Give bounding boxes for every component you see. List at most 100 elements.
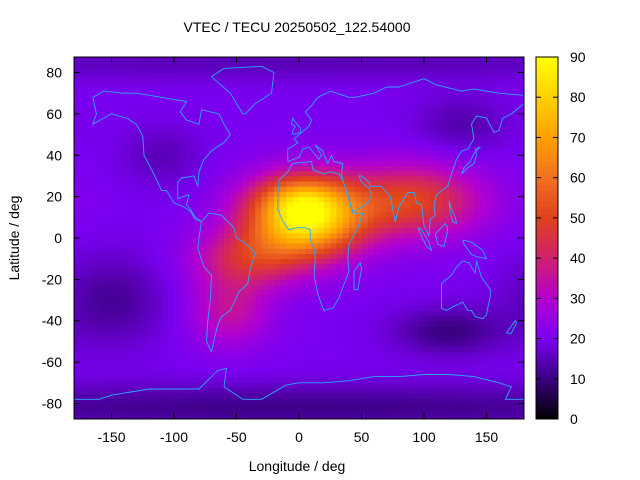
heatmap-cell: [436, 310, 444, 316]
heatmap-cell: [424, 253, 431, 260]
heatmap-cell: [236, 310, 244, 316]
heatmap-cell: [417, 144, 425, 151]
heatmap-cell: [499, 372, 506, 379]
heatmap-cell: [424, 186, 431, 192]
heatmap-cell: [349, 274, 356, 280]
heatmap-cell: [255, 325, 262, 332]
heatmap-cell: [192, 82, 200, 89]
heatmap-cell: [124, 310, 131, 316]
heatmap-cell: [261, 227, 269, 234]
heatmap-cell: [124, 393, 131, 399]
heatmap-cell: [292, 212, 300, 218]
heatmap-cell: [142, 113, 150, 120]
heatmap-cell: [124, 331, 131, 337]
heatmap-cell: [392, 310, 400, 316]
heatmap-cell: [342, 294, 350, 301]
heatmap-cell: [330, 181, 337, 187]
heatmap-cell: [317, 238, 325, 244]
heatmap-cell: [367, 82, 375, 89]
heatmap-cell: [255, 331, 262, 337]
heatmap-cell: [411, 310, 419, 316]
heatmap-cell: [442, 320, 450, 327]
heatmap-cell: [142, 93, 150, 99]
heatmap-cell: [236, 325, 244, 332]
heatmap-cell: [355, 269, 362, 275]
heatmap-cell: [299, 238, 306, 244]
heatmap-cell: [330, 238, 337, 244]
heatmap-cell: [505, 72, 512, 79]
heatmap-cell: [74, 150, 81, 156]
heatmap-cell: [305, 274, 312, 280]
heatmap-cell: [230, 279, 237, 285]
heatmap-cell: [505, 403, 512, 410]
heatmap-cell: [199, 305, 206, 311]
heatmap-cell: [467, 206, 475, 213]
heatmap-cell: [117, 170, 125, 177]
heatmap-cell: [455, 341, 462, 347]
heatmap-cell: [424, 315, 431, 322]
heatmap-cell: [305, 144, 312, 151]
heatmap-cell: [242, 413, 250, 420]
heatmap-cell: [249, 253, 256, 260]
heatmap-cell: [405, 196, 412, 203]
heatmap-cell: [324, 274, 331, 280]
heatmap-cell: [92, 351, 100, 358]
heatmap-cell: [230, 88, 237, 94]
heatmap-cell: [230, 217, 237, 223]
heatmap-cell: [186, 181, 194, 187]
heatmap-cell: [317, 403, 325, 410]
heatmap-cell: [355, 72, 362, 79]
heatmap-cell: [511, 144, 519, 151]
heatmap-cell: [467, 129, 475, 135]
heatmap-cell: [517, 300, 525, 306]
heatmap-cell: [267, 294, 275, 301]
heatmap-cell: [486, 315, 494, 322]
heatmap-cell: [442, 155, 450, 161]
heatmap-cell: [224, 77, 231, 84]
heatmap-cell: [286, 186, 294, 192]
heatmap-cell: [349, 144, 356, 151]
heatmap-cell: [330, 274, 337, 280]
heatmap-cell: [292, 165, 300, 172]
heatmap-cell: [411, 181, 419, 187]
heatmap-cell: [117, 134, 125, 141]
heatmap-cell: [317, 232, 325, 239]
heatmap-cell: [386, 269, 394, 275]
heatmap-cell: [205, 201, 212, 208]
heatmap-cell: [436, 238, 444, 244]
heatmap-cell: [149, 362, 156, 368]
heatmap-cell: [74, 222, 81, 229]
heatmap-cell: [186, 155, 194, 161]
heatmap-cell: [99, 336, 106, 342]
heatmap-cell: [236, 403, 244, 410]
heatmap-cell: [411, 320, 419, 327]
heatmap-cell: [292, 336, 300, 342]
heatmap-cell: [74, 243, 81, 249]
heatmap-cell: [380, 77, 387, 84]
heatmap-cell: [411, 103, 419, 110]
heatmap-cell: [267, 310, 275, 316]
heatmap-cell: [467, 222, 475, 229]
heatmap-cell: [167, 124, 175, 130]
heatmap-cell: [436, 398, 444, 404]
heatmap-cell: [436, 155, 444, 161]
heatmap-cell: [267, 367, 275, 373]
heatmap-cell: [505, 356, 512, 363]
heatmap-cell: [499, 212, 506, 218]
heatmap-cell: [324, 212, 331, 218]
heatmap-cell: [311, 382, 319, 389]
heatmap-cell: [342, 238, 350, 244]
heatmap-cell: [136, 398, 144, 404]
heatmap-cell: [405, 393, 412, 399]
heatmap-cell: [292, 377, 300, 384]
heatmap-cell: [136, 150, 144, 156]
heatmap-cell: [80, 341, 87, 347]
heatmap-cell: [224, 206, 231, 213]
heatmap-cell: [517, 341, 525, 347]
heatmap-cell: [142, 341, 150, 347]
heatmap-cell: [442, 258, 450, 265]
heatmap-cell: [374, 165, 381, 172]
heatmap-cell: [124, 284, 131, 291]
heatmap-cell: [111, 408, 119, 415]
heatmap-cell: [417, 351, 425, 358]
